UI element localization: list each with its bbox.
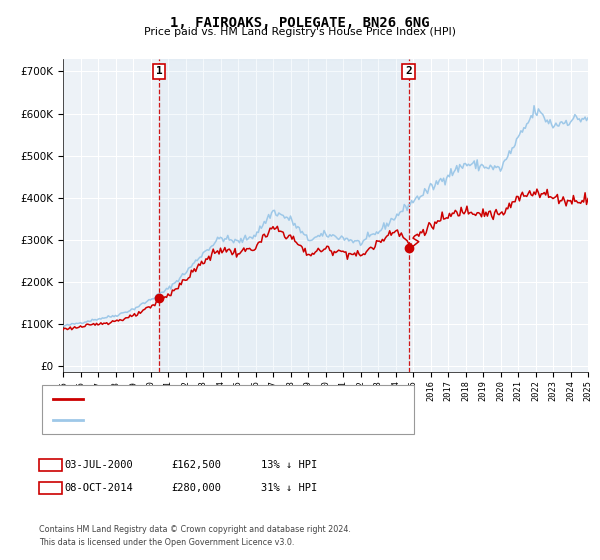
- Text: 2: 2: [405, 67, 412, 76]
- Text: Contains HM Land Registry data © Crown copyright and database right 2024.: Contains HM Land Registry data © Crown c…: [39, 525, 351, 534]
- Text: 1: 1: [156, 67, 163, 76]
- Text: HPI: Average price, detached house, Wealden: HPI: Average price, detached house, Weal…: [89, 415, 316, 425]
- Text: 08-OCT-2014: 08-OCT-2014: [65, 483, 134, 493]
- Text: £162,500: £162,500: [171, 460, 221, 470]
- Text: 1, FAIROAKS, POLEGATE, BN26 6NG (detached house): 1, FAIROAKS, POLEGATE, BN26 6NG (detache…: [89, 394, 357, 404]
- Text: 1, FAIROAKS, POLEGATE, BN26 6NG: 1, FAIROAKS, POLEGATE, BN26 6NG: [170, 16, 430, 30]
- Text: £280,000: £280,000: [171, 483, 221, 493]
- Text: 1: 1: [47, 460, 54, 470]
- Text: 13% ↓ HPI: 13% ↓ HPI: [261, 460, 317, 470]
- Text: This data is licensed under the Open Government Licence v3.0.: This data is licensed under the Open Gov…: [39, 538, 295, 547]
- Bar: [159, 59, 409, 372]
- Text: Price paid vs. HM Land Registry's House Price Index (HPI): Price paid vs. HM Land Registry's House …: [144, 27, 456, 37]
- Text: 03-JUL-2000: 03-JUL-2000: [65, 460, 134, 470]
- Text: 31% ↓ HPI: 31% ↓ HPI: [261, 483, 317, 493]
- Text: 2: 2: [47, 483, 54, 493]
